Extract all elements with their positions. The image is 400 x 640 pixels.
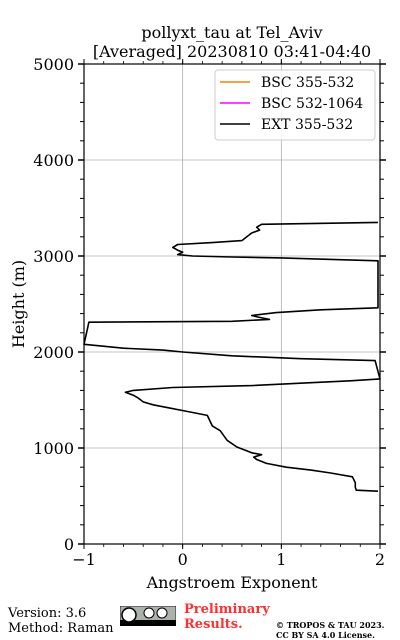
y-tick-label: 3000 [33, 247, 74, 266]
plot-frame [83, 63, 381, 545]
x-tick-label: 1 [276, 550, 286, 569]
copyright-line1: © TROPOS & TAU 2023. [276, 620, 385, 630]
chart-svg: pollyxt_tau at Tel_Aviv [Averaged] 20230… [9, 23, 386, 592]
prelim-line2: Results. [184, 617, 243, 632]
x-tick-label: −1 [72, 550, 96, 569]
preliminary-results-note: Preliminary Results. [184, 602, 270, 632]
legend-label-2: EXT 355-532 [261, 117, 353, 133]
method-text: Method: Raman [8, 621, 114, 636]
sa-icon [156, 607, 168, 619]
cc-license-badge [120, 606, 176, 626]
version-text: Version: 3.6 [8, 606, 87, 621]
x-tick-label: 0 [178, 550, 188, 569]
legend: BSC 355-532 BSC 532-1064 EXT 355-532 [214, 69, 376, 141]
y-tick-label: 0 [64, 535, 74, 554]
legend-box [214, 69, 376, 141]
y-tick-label: 2000 [33, 343, 74, 362]
series-layer [83, 221, 381, 492]
cc-icon [121, 607, 137, 623]
chart-title-line2: [Averaged] 20230810 03:41-04:40 [93, 42, 371, 61]
y-tick-label: 1000 [33, 439, 74, 458]
copyright-note: © TROPOS & TAU 2023. CC BY SA 4.0 Licens… [276, 620, 384, 640]
legend-label-0: BSC 355-532 [261, 75, 354, 91]
by-icon [143, 607, 155, 619]
x-tick-label: 2 [375, 550, 385, 569]
legend-label-1: BSC 532-1064 [261, 96, 363, 112]
y-axis-label: Height (m) [9, 260, 28, 348]
copyright-line2: CC BY SA 4.0 License. [276, 630, 375, 640]
series-line-2 [83, 221, 381, 492]
prelim-line1: Preliminary [184, 602, 270, 617]
y-tick-label: 5000 [33, 55, 74, 74]
x-axis-label: Angstroem Exponent [146, 573, 318, 592]
chart-title-line1: pollyxt_tau at Tel_Aviv [141, 23, 322, 42]
y-tick-label: 4000 [33, 151, 74, 170]
